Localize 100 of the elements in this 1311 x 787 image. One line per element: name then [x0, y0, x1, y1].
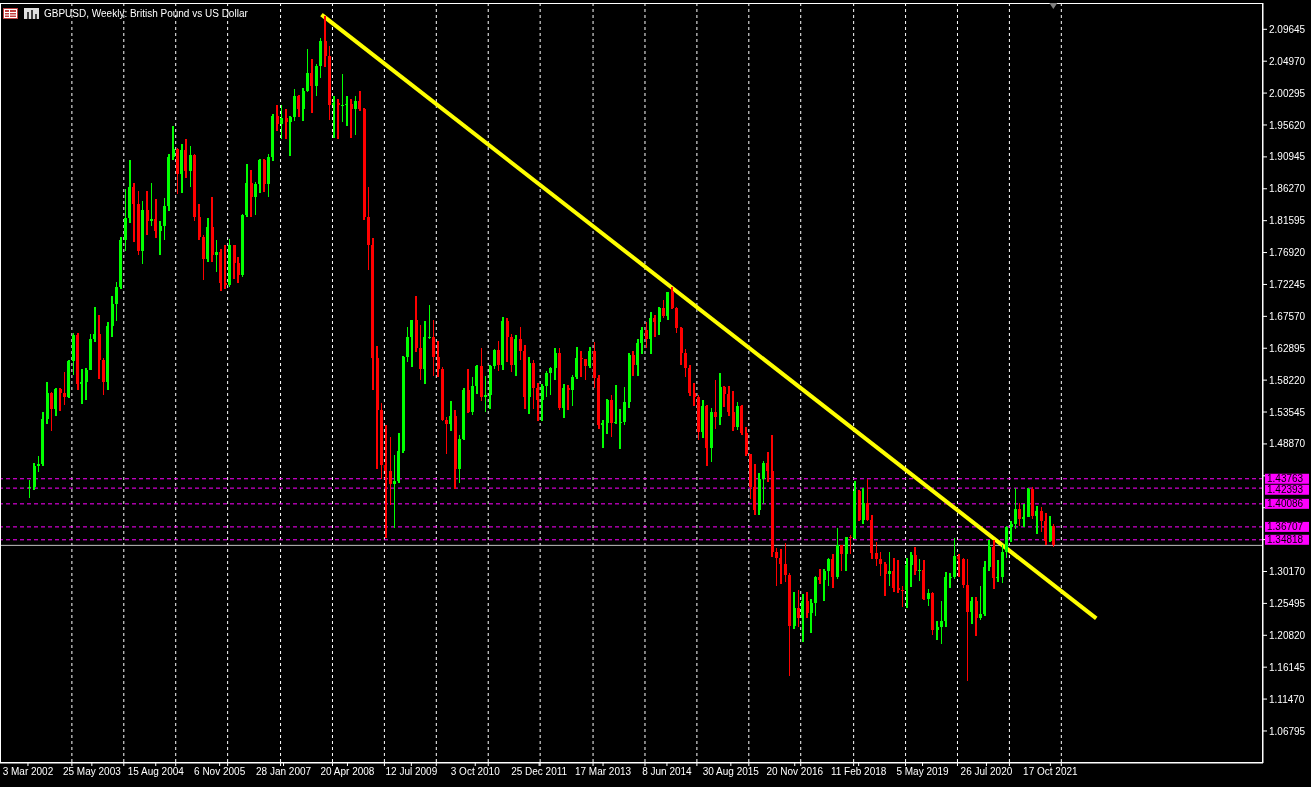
- y-tick-label: 1.16145: [1269, 661, 1306, 673]
- candlestick: [735, 401, 739, 431]
- candlestick: [284, 107, 288, 141]
- x-tick-label: 5 May 2019: [896, 766, 950, 778]
- candlestick: [1009, 520, 1013, 543]
- candlestick: [288, 114, 292, 157]
- candlestick: [419, 324, 423, 382]
- candlestick: [657, 306, 661, 336]
- candlestick: [844, 535, 848, 572]
- candlestick: [801, 593, 805, 643]
- y-tick-label: 2.04970: [1269, 55, 1306, 67]
- candlestick: [249, 169, 253, 219]
- candlestick: [323, 15, 327, 68]
- candlestick: [1048, 515, 1052, 543]
- candlestick: [102, 357, 106, 396]
- candlestick: [675, 306, 679, 334]
- candlestick: [93, 305, 97, 343]
- candlestick: [314, 62, 318, 97]
- candlestick: [58, 386, 62, 412]
- candlestick: [388, 436, 392, 506]
- candlestick: [536, 382, 540, 422]
- candlestick: [518, 326, 522, 362]
- x-tick-label: 28 Jan 2007: [256, 766, 312, 778]
- candlestick: [753, 463, 757, 517]
- candlestick: [54, 386, 58, 417]
- candlestick: [783, 541, 787, 583]
- candlestick: [848, 534, 852, 556]
- candlestick: [970, 596, 974, 625]
- candlestick: [840, 544, 844, 572]
- candlestick: [866, 477, 870, 522]
- candlestick: [979, 584, 983, 621]
- candlestick: [575, 346, 579, 380]
- x-tick-label: 25 May 2003: [62, 766, 122, 778]
- y-tick-label: 1.58220: [1269, 374, 1306, 386]
- candlestick: [605, 398, 609, 435]
- candlestick: [670, 286, 674, 310]
- candlestick: [827, 556, 831, 587]
- candlestick: [340, 73, 344, 124]
- candlestick: [197, 203, 201, 241]
- candlestick: [796, 589, 800, 629]
- candlestick: [792, 591, 796, 630]
- candlestick: [727, 384, 731, 418]
- candlestick: [566, 384, 570, 411]
- candlestick: [115, 281, 119, 322]
- candlestick: [861, 487, 865, 525]
- candlestick: [957, 552, 961, 578]
- y-tick-label: 2.09645: [1269, 23, 1306, 35]
- candlestick: [987, 539, 991, 572]
- candlestick: [762, 459, 766, 505]
- text: GBPUSD, Weekly: British Pound vs US Dollar: [44, 7, 248, 19]
- x-tick-label: 30 Aug 2015: [702, 766, 760, 778]
- candlestick: [562, 382, 566, 419]
- candlestick: [874, 541, 878, 567]
- candlestick: [744, 425, 748, 457]
- candlestick: [493, 348, 496, 371]
- candlestick: [766, 451, 770, 483]
- candlestick: [392, 453, 396, 529]
- x-tick-label: 8 Jun 2014: [642, 766, 693, 778]
- candlestick: [353, 95, 357, 136]
- candlestick: [809, 597, 813, 635]
- x-tick-label: 6 Nov 2005: [194, 766, 246, 778]
- candlestick: [301, 87, 305, 122]
- candlestick: [649, 311, 653, 356]
- candlestick: [1014, 487, 1018, 530]
- y-tick-label: 1.48870: [1269, 438, 1306, 450]
- candlestick: [306, 47, 310, 94]
- x-tick-label: 25 Dec 2011: [511, 766, 568, 778]
- candlestick: [145, 190, 149, 236]
- candlestick: [444, 416, 448, 455]
- x-tick-label: 15 Aug 2004: [127, 766, 185, 778]
- ref-line-label: 1.36707: [1267, 521, 1304, 533]
- candlestick: [310, 58, 314, 114]
- x-tick-label: 12 Jul 2009: [385, 766, 438, 778]
- x-tick-label: 17 Oct 2021: [1023, 766, 1079, 778]
- candlestick: [406, 326, 409, 363]
- candlestick: [879, 551, 883, 577]
- candlestick: [1035, 505, 1039, 535]
- candlestick: [692, 382, 696, 407]
- y-tick-label: 1.06795: [1269, 725, 1306, 737]
- candlestick: [631, 350, 635, 377]
- candlestick: [275, 104, 279, 132]
- candlestick: [909, 551, 913, 588]
- candlestick: [974, 595, 978, 637]
- candlestick: [427, 303, 431, 340]
- candlestick: [293, 88, 297, 122]
- candlestick: [831, 553, 835, 590]
- candlestick: [644, 320, 648, 350]
- y-tick-label: 1.72245: [1269, 279, 1306, 290]
- x-tick-label: 17 Mar 2013: [574, 766, 632, 778]
- candlestick: [180, 142, 184, 195]
- candlestick: [779, 548, 783, 585]
- candlestick: [466, 367, 470, 414]
- y-tick-label: 2.00295: [1269, 87, 1306, 99]
- candlestick: [1051, 523, 1055, 548]
- candlestick: [432, 318, 436, 377]
- candlestick: [449, 400, 453, 432]
- candlestick: [683, 348, 687, 378]
- y-tick-label: 1.20820: [1269, 629, 1306, 641]
- candlestick: [132, 182, 136, 243]
- candlestick: [887, 551, 891, 587]
